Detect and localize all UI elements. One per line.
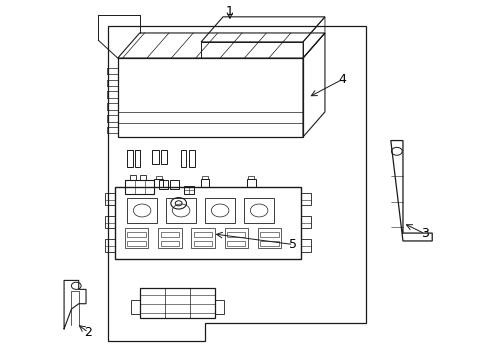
- Text: 3: 3: [420, 227, 428, 240]
- Bar: [260, 240, 278, 246]
- Bar: [127, 198, 157, 223]
- Bar: [202, 176, 207, 179]
- Bar: [160, 231, 179, 237]
- Bar: [135, 149, 140, 167]
- Bar: [189, 149, 194, 167]
- Bar: [160, 240, 179, 246]
- Bar: [300, 193, 311, 205]
- Text: 5: 5: [289, 238, 297, 251]
- Text: 1: 1: [225, 5, 233, 18]
- Bar: [183, 186, 194, 194]
- Bar: [191, 228, 214, 248]
- Bar: [130, 175, 136, 180]
- Bar: [152, 150, 158, 164]
- Bar: [104, 216, 115, 228]
- Bar: [181, 149, 186, 167]
- Bar: [125, 228, 148, 248]
- Bar: [125, 180, 154, 194]
- Bar: [193, 231, 212, 237]
- Bar: [160, 150, 167, 164]
- Bar: [154, 179, 163, 187]
- Bar: [104, 239, 115, 252]
- Bar: [166, 198, 195, 223]
- Bar: [260, 231, 278, 237]
- Bar: [169, 180, 178, 189]
- Bar: [158, 228, 181, 248]
- Bar: [300, 216, 311, 228]
- Bar: [300, 239, 311, 252]
- Bar: [248, 176, 254, 179]
- Bar: [104, 193, 115, 205]
- Bar: [127, 240, 146, 246]
- Bar: [215, 300, 224, 315]
- Bar: [244, 198, 273, 223]
- Bar: [156, 176, 161, 179]
- Text: 2: 2: [84, 326, 92, 339]
- Bar: [127, 231, 146, 237]
- Bar: [140, 288, 215, 318]
- Bar: [226, 240, 245, 246]
- Bar: [118, 58, 303, 137]
- Bar: [246, 179, 255, 187]
- Bar: [159, 180, 167, 189]
- Bar: [131, 300, 140, 315]
- Text: 4: 4: [337, 73, 345, 86]
- Bar: [205, 198, 234, 223]
- Bar: [127, 149, 133, 167]
- Bar: [115, 187, 300, 259]
- Bar: [257, 228, 281, 248]
- Bar: [193, 240, 212, 246]
- Bar: [201, 42, 303, 58]
- Bar: [140, 175, 145, 180]
- Bar: [224, 228, 247, 248]
- Bar: [226, 231, 245, 237]
- Bar: [200, 179, 209, 187]
